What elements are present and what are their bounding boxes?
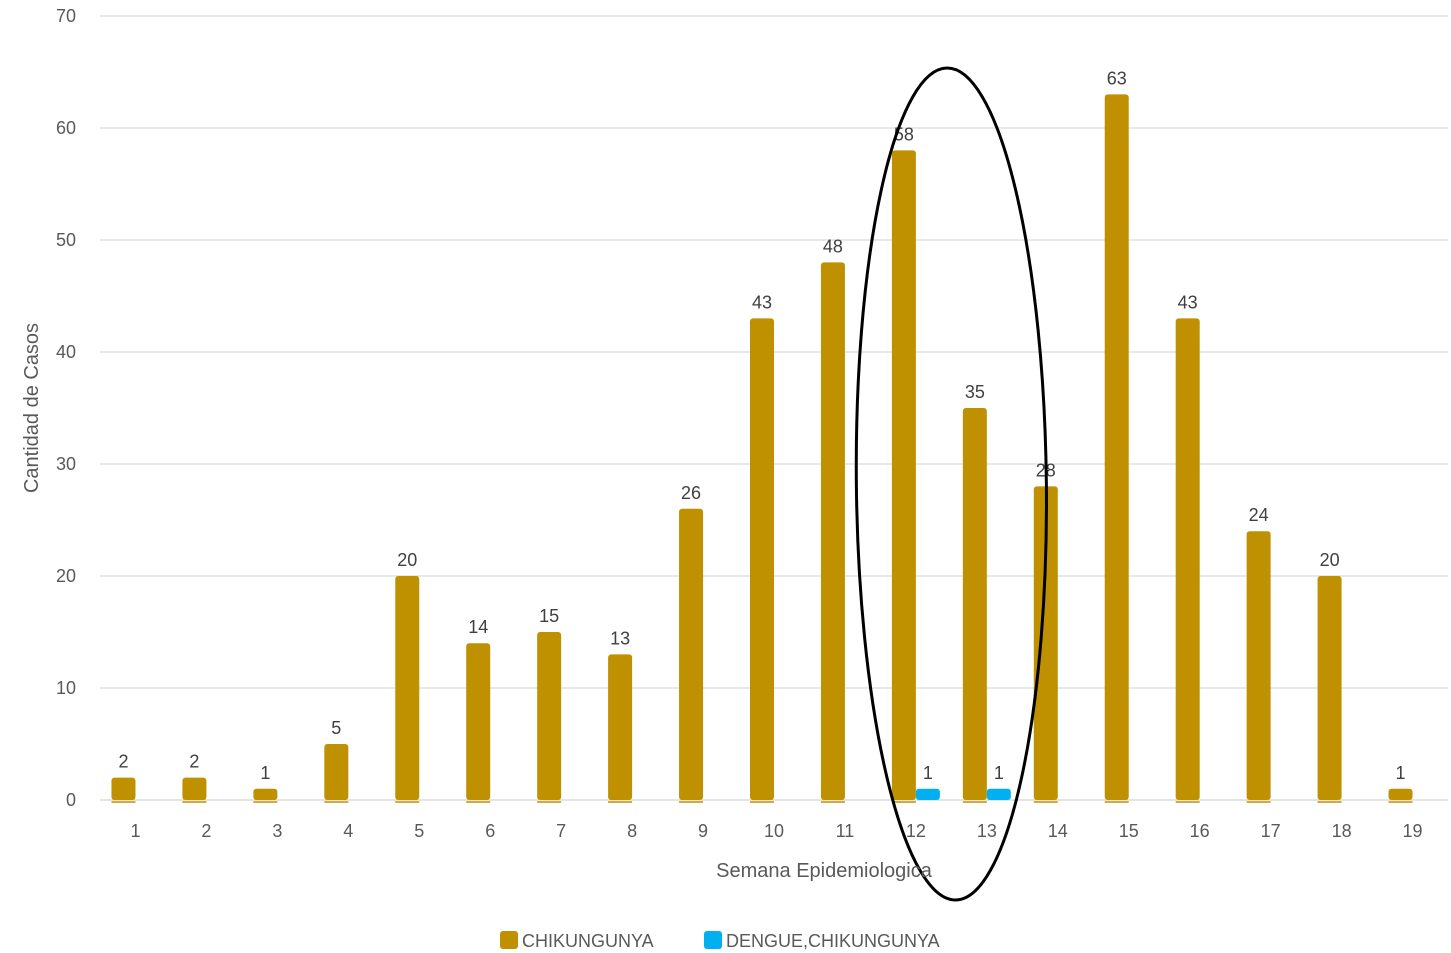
bar [750,318,774,800]
data-label: 15 [539,606,559,626]
legend: CHIKUNGUNYA DENGUE,CHIKUNGUNYA [500,931,940,951]
x-tick-label: 10 [764,821,784,841]
data-label: 1 [994,763,1004,783]
x-tick-label: 1 [130,821,140,841]
x-tick-label: 4 [343,821,353,841]
x-tick-label: 3 [272,821,282,841]
y-axis-title: Cantidad de Casos [21,323,43,493]
legend-label: CHIKUNGUNYA [522,931,654,951]
data-label: 5 [331,718,341,738]
data-label: 43 [1178,292,1198,312]
x-tick-label: 12 [906,821,926,841]
bar [324,744,349,800]
bar [915,788,940,800]
legend-swatch [704,931,722,949]
data-label: 14 [468,617,488,637]
data-label: 48 [823,236,843,256]
data-label: 13 [610,628,630,648]
bar [1175,318,1200,800]
x-tick-label: 19 [1403,821,1423,841]
bar [1246,531,1271,800]
bar [466,643,491,800]
bar [986,788,1011,800]
bar [253,788,278,800]
y-tick-label: 20 [56,566,76,586]
bar [1033,486,1058,800]
bar [1388,788,1413,800]
data-label: 35 [965,382,985,402]
bar [679,508,704,800]
bar [891,150,916,800]
x-tick-label: 18 [1332,821,1352,841]
data-label: 20 [397,550,417,570]
data-label: 26 [681,483,701,503]
bar [182,777,207,800]
bar [111,777,136,800]
x-tick-label: 14 [1048,821,1068,841]
x-tick-label: 13 [977,821,997,841]
y-axis-ticks: 0 10 20 30 40 50 60 70 [56,6,76,810]
x-tick-label: 5 [414,821,424,841]
x-tick-label: 2 [201,821,211,841]
bar [962,408,987,800]
data-label: 1 [260,763,270,783]
bar [820,262,845,800]
y-tick-label: 10 [56,678,76,698]
data-label: 20 [1320,550,1340,570]
y-tick-label: 30 [56,454,76,474]
x-tick-label: 7 [556,821,566,841]
y-tick-label: 40 [56,342,76,362]
x-tick-label: 11 [836,821,855,841]
annotation [854,66,1048,902]
bar [537,632,562,800]
legend-label: DENGUE,CHIKUNGUNYA [726,931,940,951]
data-label: 43 [752,292,772,312]
data-label: 1 [923,763,933,783]
data-label: 63 [1107,68,1127,88]
x-tick-label: 16 [1190,821,1210,841]
x-axis-title: Semana Epidemiologica [716,860,933,882]
bar [608,654,633,800]
x-tick-label: 17 [1261,821,1281,841]
bars [111,94,1413,803]
data-label: 1 [1396,763,1406,783]
annotation-ellipse [854,66,1048,902]
bar [1317,576,1342,800]
x-tick-label: 8 [627,821,637,841]
x-axis-ticks: 1 2 3 4 5 6 7 8 9 10 11 12 13 14 15 16 17 18 19 [130,821,1422,841]
legend-swatch [500,931,518,949]
y-tick-label: 60 [56,118,76,138]
data-label: 2 [189,752,199,772]
x-tick-label: 6 [485,821,495,841]
y-tick-label: 70 [56,6,76,26]
y-tick-label: 50 [56,230,76,250]
bar [395,576,420,800]
bar [1104,94,1129,800]
y-tick-label: 0 [66,790,76,810]
x-tick-label: 9 [698,821,708,841]
data-label: 24 [1249,505,1269,525]
x-tick-label: 15 [1119,821,1139,841]
data-label: 2 [118,752,128,772]
